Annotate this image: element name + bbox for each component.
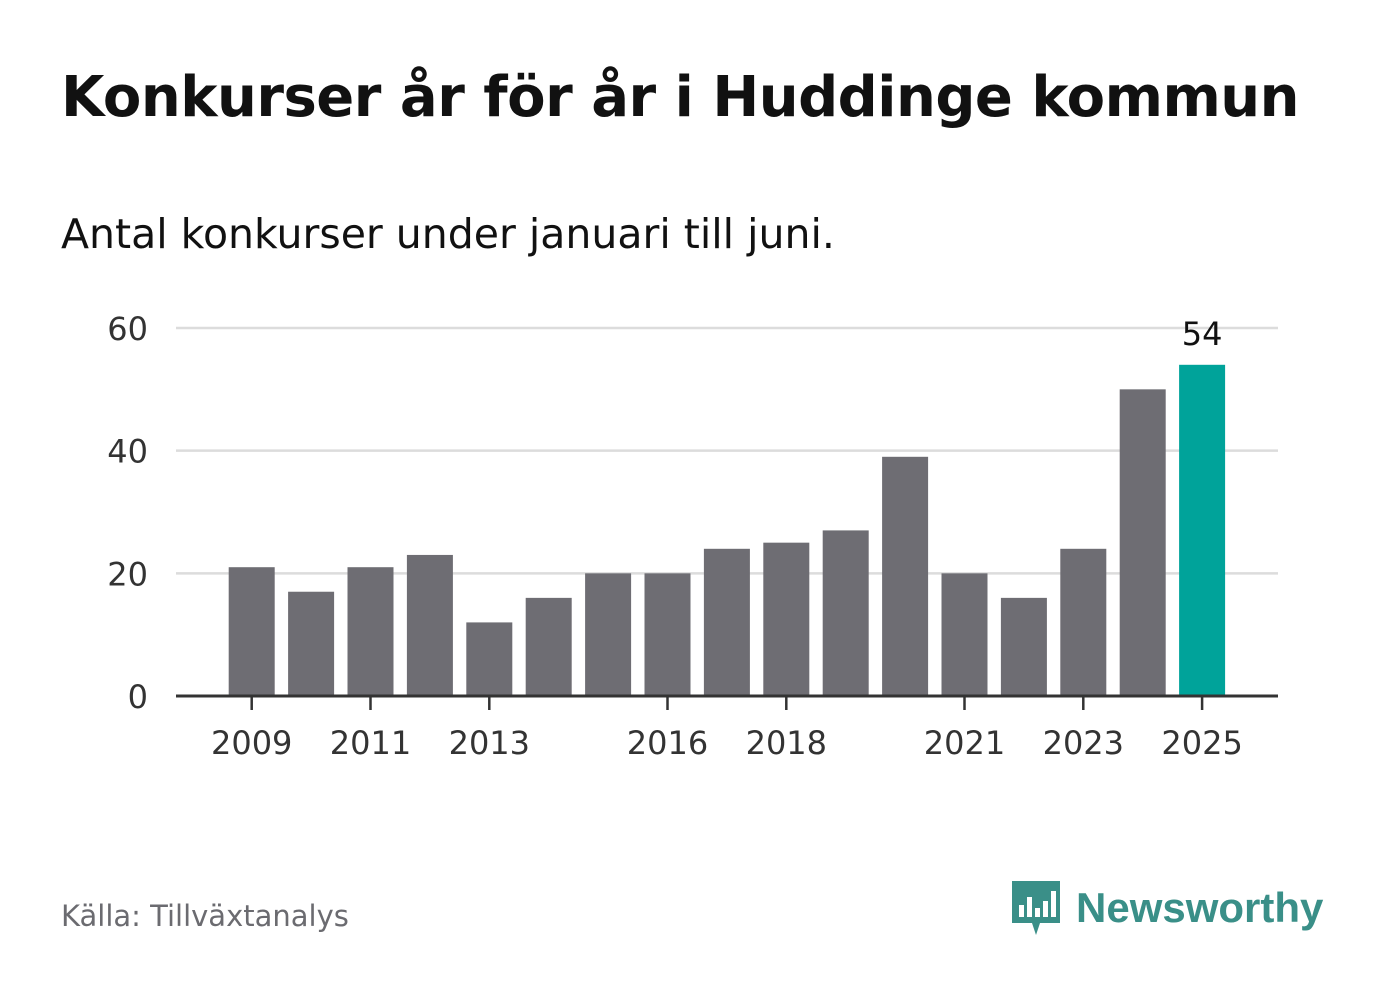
bar-highlight — [1179, 364, 1226, 696]
bar-chart: 0 20 40 60 54 2009 2011 2013 2016 2018 2021 2023 202… — [107, 310, 1278, 762]
bar — [822, 530, 869, 696]
bar — [228, 567, 275, 696]
bar — [763, 542, 810, 696]
y-tick-label: 60 — [107, 310, 148, 348]
chart-subtitle: Antal konkurser under januari till juni. — [61, 210, 835, 258]
x-tick-label: 2025 — [1161, 724, 1242, 762]
source-note: Källa: Tillväxtanalys — [61, 899, 349, 933]
newsworthy-brand[interactable]: Newsworthy — [1010, 877, 1323, 939]
bar — [585, 573, 632, 696]
x-tick-label: 2018 — [746, 724, 827, 762]
data-label: 54 — [1182, 315, 1223, 353]
bar — [525, 597, 572, 696]
brand-name: Newsworthy — [1076, 884, 1324, 931]
x-tick-label: 2009 — [211, 724, 292, 762]
bar — [406, 554, 453, 696]
bar — [644, 573, 691, 696]
x-tick-label: 2013 — [449, 724, 530, 762]
x-tick-label: 2011 — [330, 724, 411, 762]
x-tick-label: 2021 — [924, 724, 1005, 762]
bar — [1000, 597, 1047, 696]
y-tick-label: 0 — [128, 678, 148, 716]
y-tick-label: 20 — [107, 555, 148, 593]
bar — [1060, 548, 1107, 696]
bar — [466, 622, 513, 696]
bar — [1119, 389, 1166, 696]
x-tick-label: 2016 — [627, 724, 708, 762]
y-tick-label: 40 — [107, 433, 148, 471]
bar — [941, 573, 988, 696]
bar — [882, 456, 929, 696]
bar — [347, 567, 394, 696]
x-tick-label: 2023 — [1043, 724, 1124, 762]
bar — [703, 548, 750, 696]
newsworthy-logo-icon — [1012, 881, 1060, 935]
bar — [288, 591, 335, 696]
chart-title: Konkurser år för år i Huddinge kommun — [61, 65, 1300, 130]
